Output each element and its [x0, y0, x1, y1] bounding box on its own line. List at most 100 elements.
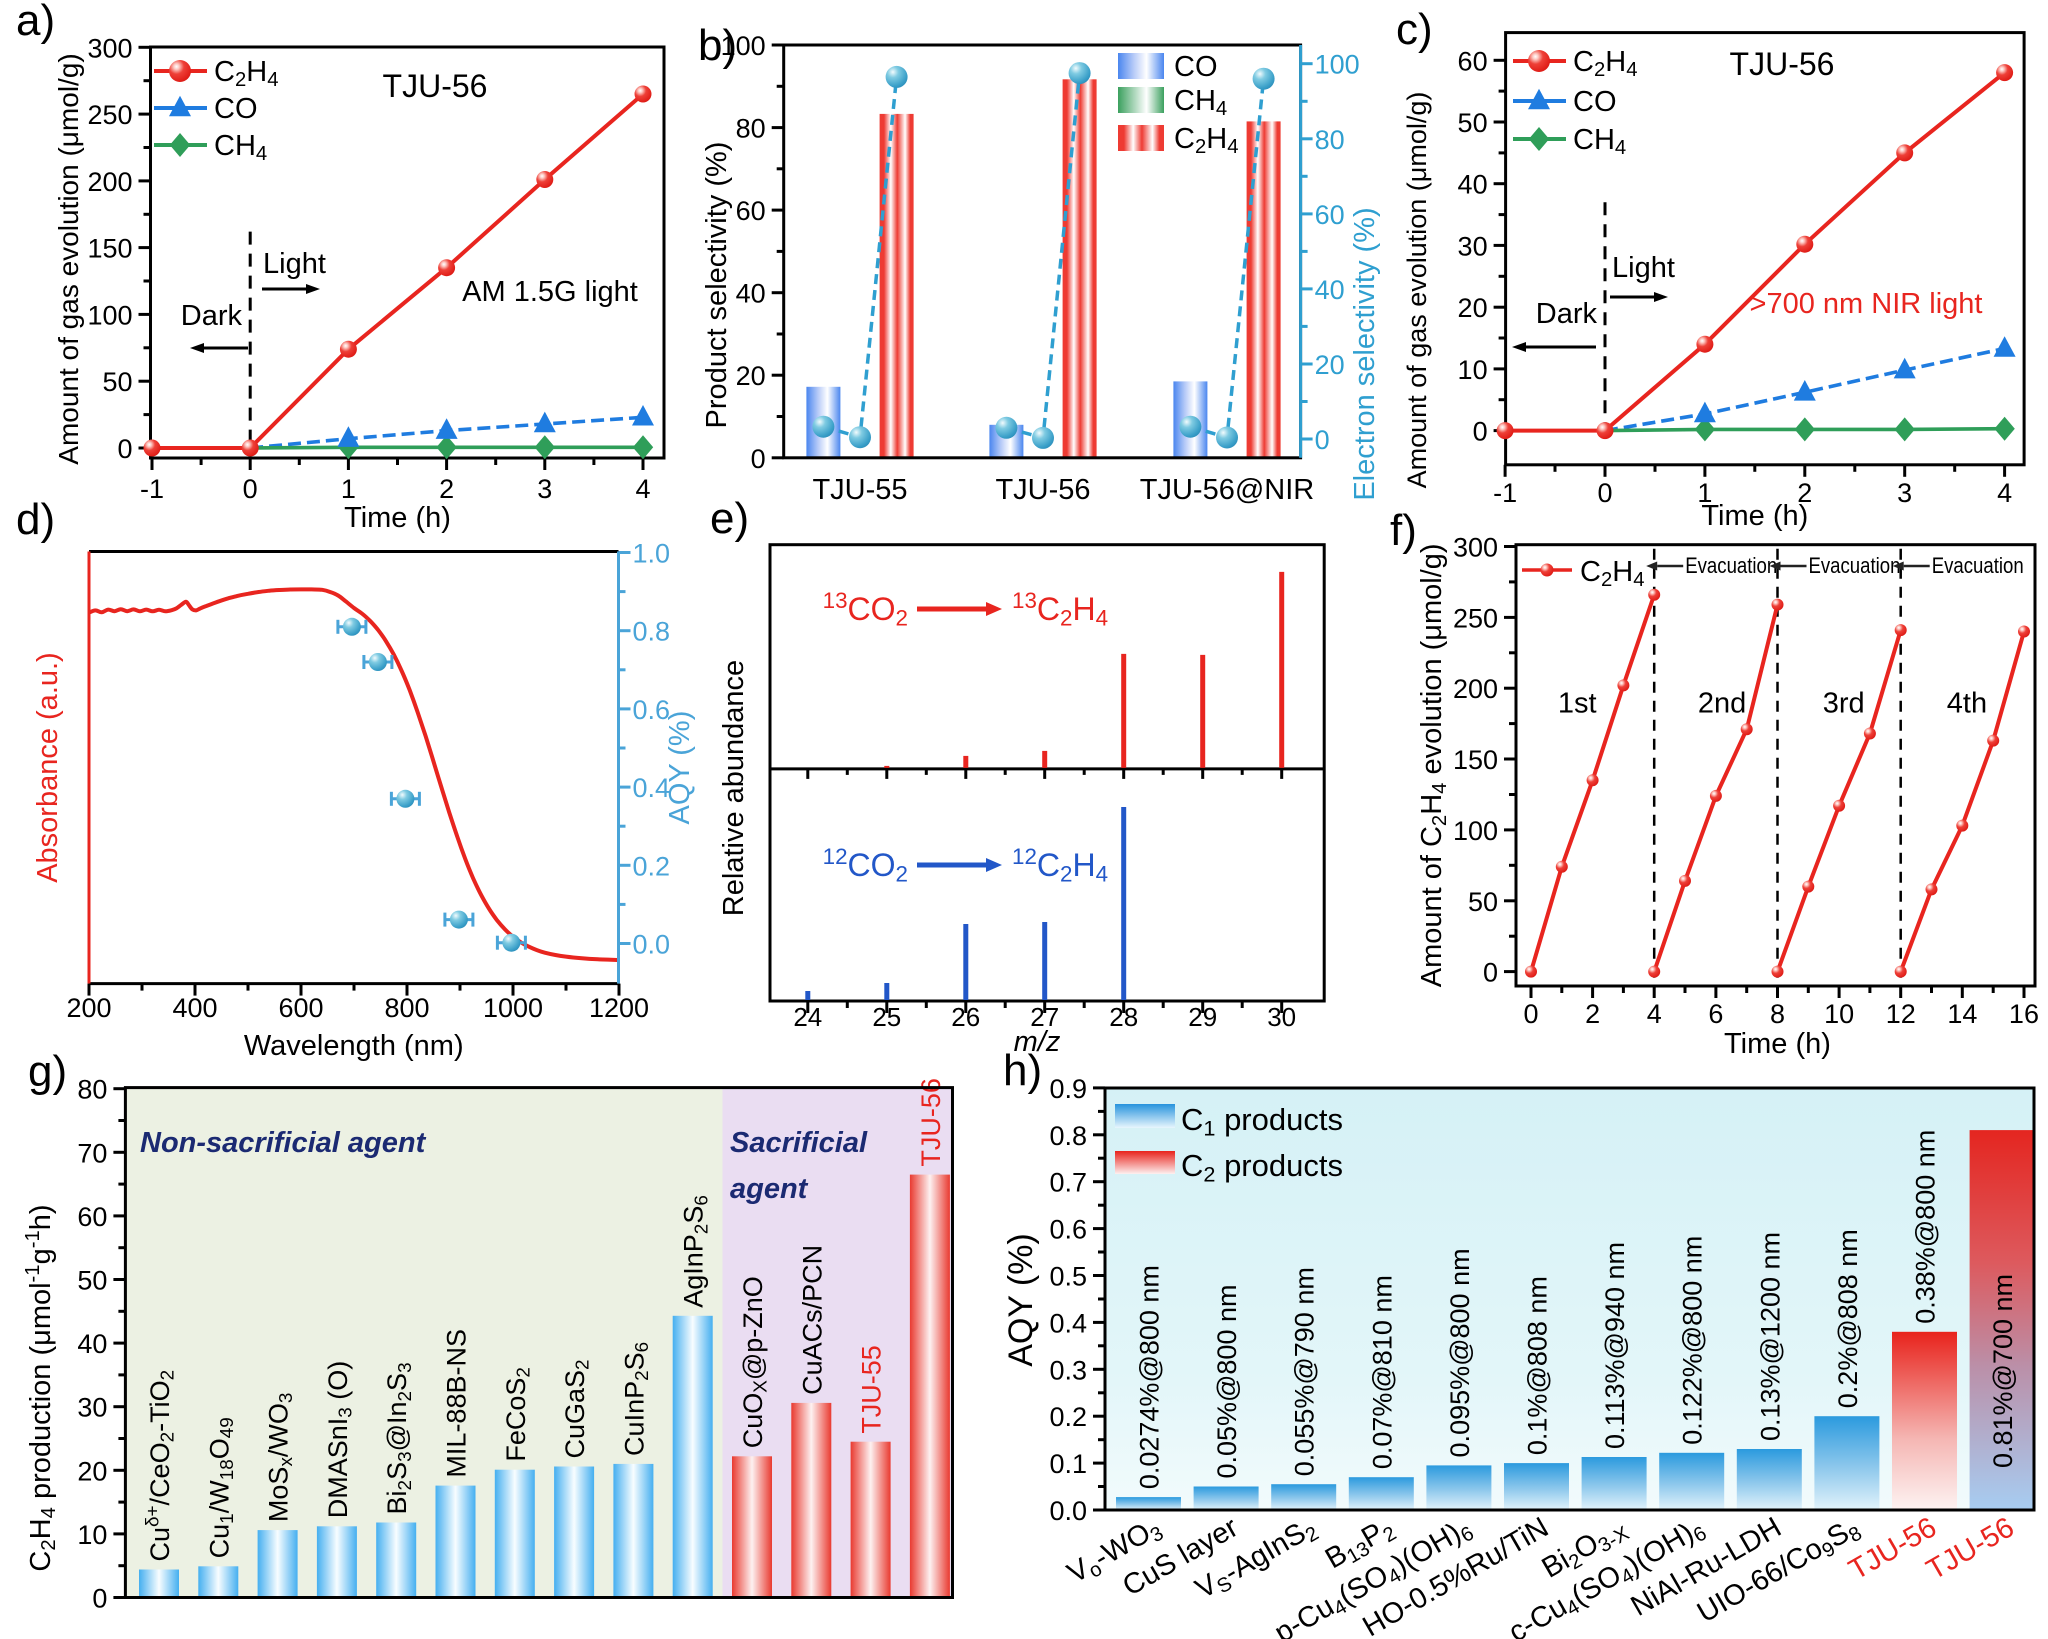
svg-text:TJU-56: TJU-56 — [1730, 46, 1835, 82]
svg-text:0.4: 0.4 — [1049, 1308, 1087, 1338]
svg-text:CuGaS2: CuGaS2 — [560, 1359, 594, 1458]
svg-text:Dark: Dark — [1536, 298, 1598, 330]
svg-text:C2H4: C2H4 — [1573, 46, 1637, 81]
svg-text:Wavelength (nm): Wavelength (nm) — [244, 1030, 464, 1062]
svg-text:agent: agent — [730, 1173, 809, 1205]
svg-text:27: 27 — [1030, 1002, 1059, 1032]
svg-text:0.113%@940 nm: 0.113%@940 nm — [1600, 1242, 1630, 1449]
svg-text:MIL-88B-NS: MIL-88B-NS — [442, 1329, 472, 1478]
svg-text:14: 14 — [1947, 999, 1977, 1029]
svg-text:C2H4: C2H4 — [1174, 123, 1238, 158]
svg-text:10: 10 — [1458, 355, 1488, 385]
svg-text:0.2: 0.2 — [1049, 1402, 1087, 1432]
svg-text:d): d) — [16, 495, 55, 544]
svg-text:0.5: 0.5 — [1049, 1262, 1087, 1292]
svg-text:20: 20 — [77, 1456, 107, 1486]
svg-text:Bi2S3@In2S3: Bi2S3@In2S3 — [382, 1362, 416, 1514]
svg-text:100: 100 — [721, 31, 766, 61]
svg-text:50: 50 — [102, 367, 132, 397]
svg-text:0.07%@810 nm: 0.07%@810 nm — [1367, 1275, 1397, 1469]
svg-text:60: 60 — [77, 1202, 107, 1232]
svg-text:FeCoS2: FeCoS2 — [501, 1367, 535, 1462]
svg-text:28: 28 — [1109, 1002, 1138, 1032]
svg-text:0.0: 0.0 — [1049, 1496, 1087, 1526]
svg-text:TJU-56@NIR: TJU-56@NIR — [1140, 474, 1314, 506]
svg-text:Light: Light — [1612, 252, 1675, 284]
svg-text:29: 29 — [1188, 1002, 1217, 1032]
svg-text:0.0274%@800 nm: 0.0274%@800 nm — [1135, 1265, 1165, 1489]
svg-text:200: 200 — [1453, 674, 1498, 704]
svg-text:CO: CO — [214, 93, 258, 125]
svg-text:C2H4 production (μmol-1g-1h): C2H4 production (μmol-1g-1h) — [22, 1204, 60, 1571]
svg-text:70: 70 — [77, 1138, 107, 1168]
svg-text:50: 50 — [1468, 887, 1498, 917]
svg-text:Relative abundance: Relative abundance — [718, 660, 750, 916]
svg-text:2: 2 — [1585, 999, 1600, 1029]
svg-text:f): f) — [1390, 506, 1417, 555]
svg-text:60: 60 — [1315, 200, 1345, 230]
svg-text:13CO2: 13CO2 — [823, 588, 908, 631]
svg-text:AQY (%): AQY (%) — [1002, 1233, 1040, 1367]
svg-text:CuOX@p-ZnO: CuOX@p-ZnO — [738, 1276, 772, 1448]
svg-text:100: 100 — [1453, 816, 1498, 846]
svg-text:10: 10 — [77, 1520, 107, 1550]
svg-text:Time (h): Time (h) — [344, 502, 451, 534]
svg-text:200: 200 — [87, 167, 132, 197]
svg-text:>700 nm NIR light: >700 nm NIR light — [1750, 288, 1983, 320]
svg-text:80: 80 — [1315, 125, 1345, 155]
svg-text:100: 100 — [87, 300, 132, 330]
svg-text:-1: -1 — [1493, 478, 1517, 508]
svg-text:4th: 4th — [1947, 687, 1987, 719]
svg-text:400: 400 — [172, 993, 217, 1023]
svg-text:100: 100 — [1315, 50, 1360, 80]
svg-text:MoSx/WO3: MoSx/WO3 — [264, 1393, 298, 1523]
svg-text:0.2%@808 nm: 0.2%@808 nm — [1833, 1229, 1863, 1408]
svg-text:300: 300 — [1453, 533, 1498, 563]
svg-text:60: 60 — [1458, 46, 1488, 76]
svg-text:a): a) — [16, 0, 55, 45]
svg-text:4: 4 — [1647, 999, 1662, 1029]
svg-text:0: 0 — [117, 434, 132, 464]
svg-text:40: 40 — [1315, 275, 1345, 305]
svg-text:6: 6 — [1708, 999, 1723, 1029]
svg-text:50: 50 — [77, 1266, 107, 1296]
svg-text:AQY (%): AQY (%) — [664, 711, 696, 825]
svg-text:h): h) — [1003, 1046, 1042, 1095]
svg-text:1: 1 — [1697, 478, 1712, 508]
svg-text:1200: 1200 — [589, 993, 649, 1023]
svg-text:TJU-56: TJU-56 — [995, 474, 1090, 506]
svg-text:0: 0 — [1597, 478, 1612, 508]
svg-text:CH4: CH4 — [214, 130, 267, 165]
svg-text:0.0: 0.0 — [633, 930, 671, 960]
svg-text:80: 80 — [77, 1075, 107, 1105]
svg-text:Time (h): Time (h) — [1724, 1028, 1831, 1060]
svg-text:40: 40 — [736, 279, 766, 309]
svg-text:60: 60 — [736, 196, 766, 226]
svg-text:0.6: 0.6 — [1049, 1215, 1087, 1245]
svg-text:4: 4 — [635, 474, 650, 504]
svg-text:e): e) — [710, 494, 749, 543]
svg-text:12C2H4: 12C2H4 — [1012, 844, 1108, 887]
svg-text:30: 30 — [77, 1393, 107, 1423]
svg-text:0.81%@700 nm: 0.81%@700 nm — [1988, 1274, 2018, 1468]
svg-text:300: 300 — [87, 33, 132, 63]
svg-text:16: 16 — [2009, 999, 2039, 1029]
svg-text:1000: 1000 — [483, 993, 543, 1023]
svg-text:Time (h): Time (h) — [1701, 500, 1808, 532]
svg-text:CuInP2S6: CuInP2S6 — [619, 1342, 653, 1456]
svg-text:250: 250 — [87, 100, 132, 130]
svg-text:20: 20 — [1458, 293, 1488, 323]
svg-text:13C2H4: 13C2H4 — [1012, 588, 1108, 631]
svg-text:TJU-56: TJU-56 — [383, 68, 488, 104]
svg-text:2: 2 — [439, 474, 454, 504]
svg-text:0: 0 — [92, 1584, 107, 1614]
svg-text:b): b) — [698, 21, 737, 70]
svg-text:12: 12 — [1886, 999, 1916, 1029]
svg-text:26: 26 — [951, 1002, 980, 1032]
svg-text:c): c) — [1396, 5, 1433, 54]
svg-text:0.8: 0.8 — [1049, 1121, 1087, 1151]
svg-text:0.4: 0.4 — [633, 773, 671, 803]
svg-text:Evacuation: Evacuation — [1808, 553, 1900, 578]
svg-text:0: 0 — [1523, 999, 1538, 1029]
svg-text:0: 0 — [243, 474, 258, 504]
